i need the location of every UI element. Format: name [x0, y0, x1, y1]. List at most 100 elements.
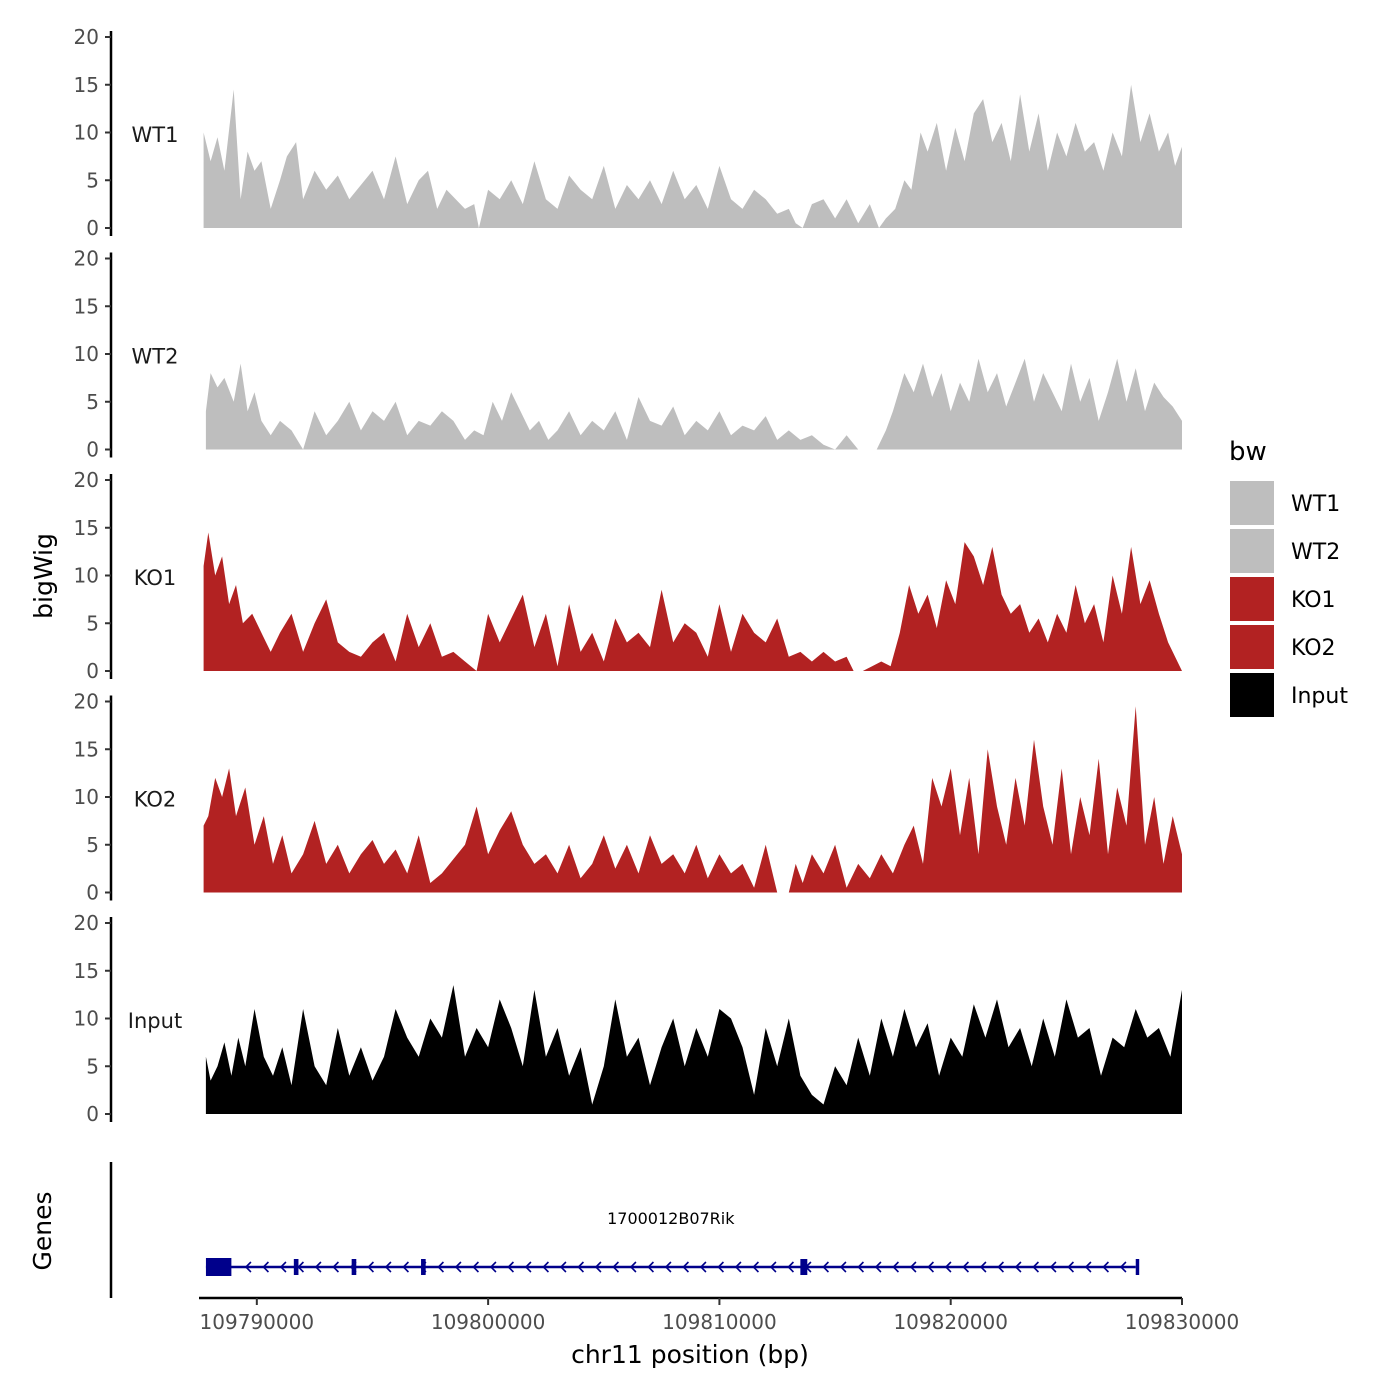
strand-arrow-icon: [594, 1261, 602, 1273]
track-input: 0 5 10 15 20 Input: [74, 911, 1182, 1126]
x-axis-title: chr11 position (bp): [571, 1340, 809, 1369]
strand-arrow-icon: [384, 1261, 392, 1273]
legend-entries: WT1 WT2 KO1 KO2 Input: [1230, 481, 1348, 717]
strand-arrow-icon: [944, 1261, 952, 1273]
y-tick-label: 5: [86, 1054, 99, 1078]
x-tick-label: 109790000: [200, 1310, 315, 1334]
y-tick-label: 20: [74, 690, 99, 714]
x-axis: 109790000 109800000 109810000 109820000 1098…: [199, 1296, 1240, 1369]
y-tick-label: 10: [74, 1007, 99, 1031]
strand-arrow-icon: [454, 1261, 462, 1273]
strand-arrow-icon: [787, 1261, 795, 1273]
strand-arrow-icon: [262, 1261, 270, 1273]
y-tick-label: 20: [74, 25, 99, 49]
x-axis-ticks: 109790000 109800000 109810000 109820000 1098…: [200, 1298, 1240, 1334]
legend-label-wt2: WT2: [1291, 540, 1340, 565]
track-ko1: 0 5 10 15 20 KO1: [74, 468, 1183, 683]
strand-arrow-icon: [769, 1261, 777, 1273]
x-tick-label: 109800000: [431, 1310, 546, 1334]
x-tick-label: 109830000: [1125, 1310, 1240, 1334]
track-area-wt2: [205, 358, 1182, 450]
track-label: Input: [128, 1009, 182, 1033]
y-axis-title: bigWig: [29, 533, 58, 619]
strand-arrow-icon: [1049, 1261, 1057, 1273]
strand-arrow-icon: [1067, 1261, 1075, 1273]
strand-arrow-icon: [979, 1261, 987, 1273]
strand-arrow-icon: [892, 1261, 900, 1273]
legend-swatch-ko2: [1230, 625, 1274, 669]
y-tick-label: 10: [74, 785, 99, 809]
legend-label-ko1: KO1: [1291, 588, 1336, 613]
strand-arrow-icon: [699, 1261, 707, 1273]
strand-arrow-icon: [1014, 1261, 1022, 1273]
y-tick-label: 10: [74, 564, 99, 588]
track-wt2: 0 5 10 15 20 WT2: [74, 247, 1182, 462]
strand-arrow-icon: [734, 1261, 742, 1273]
strand-arrow-icon: [752, 1261, 760, 1273]
legend-swatch-ko1: [1230, 577, 1274, 621]
y-tick-label: 5: [86, 833, 99, 857]
gene-name-label: 1700012B07Rik: [607, 1209, 735, 1228]
strand-arrow-icon: [279, 1261, 287, 1273]
strand-arrow-icon: [997, 1261, 1005, 1273]
track-ko2: 0 5 10 15 20 KO2: [74, 690, 1183, 905]
legend-swatch-wt1: [1230, 481, 1274, 525]
track-label: WT2: [132, 345, 179, 369]
strand-arrow-icon: [647, 1261, 655, 1273]
y-tick-label: 20: [74, 911, 99, 935]
gene-exon: [800, 1259, 808, 1275]
strand-arrow-icon: [437, 1261, 445, 1273]
strand-arrow-icon: [542, 1261, 550, 1273]
strand-arrow-icon: [1119, 1261, 1127, 1273]
y-tick-label: 0: [86, 1102, 99, 1126]
strand-arrow-icon: [1032, 1261, 1040, 1273]
strand-arrow-icon: [367, 1261, 375, 1273]
legend-swatch-wt2: [1230, 529, 1274, 573]
y-tick-label: 10: [74, 342, 99, 366]
gene-exon: [421, 1259, 426, 1275]
strand-arrow-icon: [822, 1261, 830, 1273]
gene-panel: Genes 1700012B07Rik: [28, 1162, 1140, 1298]
y-tick-label: 15: [74, 516, 99, 540]
strand-arrow-icon: [717, 1261, 725, 1273]
strand-arrow-icon: [314, 1261, 322, 1273]
legend-swatch-input: [1230, 673, 1274, 717]
x-tick-label: 109810000: [662, 1310, 777, 1334]
strand-arrow-icon: [1084, 1261, 1092, 1273]
strand-arrow-icon: [839, 1261, 847, 1273]
y-tick-label: 15: [74, 73, 99, 97]
legend-label-input: Input: [1291, 684, 1348, 709]
y-tick-label: 0: [86, 438, 99, 462]
tracks-panel: 0 5 10 15 20 WT1 0 5 10 15 20 WT2 0 5 10 15 20 KO1 0 5 10 15 2…: [74, 25, 1183, 1126]
strand-arrow-icon: [664, 1261, 672, 1273]
strand-arrow-icon: [332, 1261, 340, 1273]
y-tick-label: 5: [86, 390, 99, 414]
strand-arrow-icon: [559, 1261, 567, 1273]
strand-arrow-icon: [629, 1261, 637, 1273]
x-tick-label: 109820000: [893, 1310, 1008, 1334]
strand-arrow-icon: [524, 1261, 532, 1273]
y-tick-label: 0: [86, 659, 99, 683]
y-tick-label: 15: [74, 294, 99, 318]
legend: bw WT1 WT2 KO1 KO2 Input: [1229, 437, 1348, 717]
strand-arrow-icon: [857, 1261, 865, 1273]
y-tick-label: 20: [74, 468, 99, 492]
y-tick-label: 0: [86, 881, 99, 905]
legend-title: bw: [1229, 437, 1267, 467]
y-tick-label: 10: [74, 121, 99, 145]
track-wt1: 0 5 10 15 20 WT1: [74, 25, 1183, 240]
strand-arrow-icon: [402, 1261, 410, 1273]
strand-arrow-icon: [927, 1261, 935, 1273]
legend-label-wt1: WT1: [1291, 492, 1340, 517]
y-tick-label: 20: [74, 247, 99, 271]
strand-arrow-icon: [1102, 1261, 1110, 1273]
legend-label-ko2: KO2: [1291, 636, 1336, 661]
strand-arrow-icon: [612, 1261, 620, 1273]
y-tick-label: 15: [74, 959, 99, 983]
strand-arrow-icon: [682, 1261, 690, 1273]
strand-arrow-icon: [244, 1261, 252, 1273]
gene-exon: [205, 1258, 232, 1276]
y-tick-label: 5: [86, 611, 99, 635]
track-label: KO2: [134, 788, 177, 812]
